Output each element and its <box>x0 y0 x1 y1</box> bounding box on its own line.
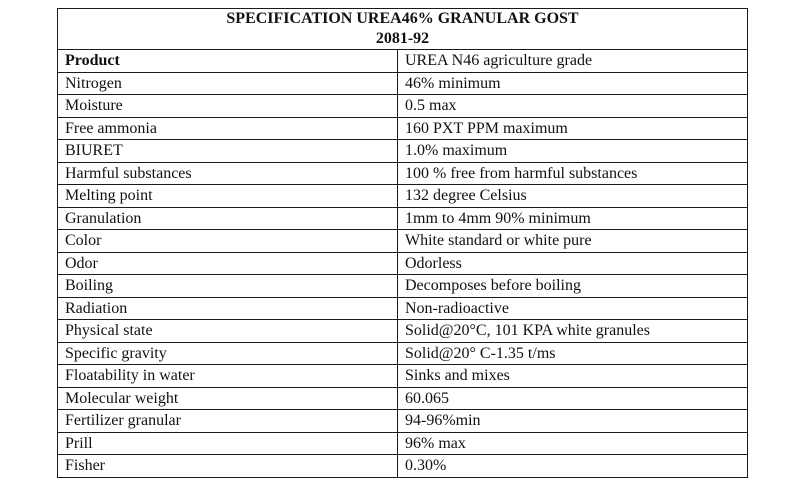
row-value: 100 % free from harmful substances <box>397 161 748 185</box>
row-value: Solid@20°C, 101 KPA white granules <box>397 319 748 343</box>
row-value: 132 degree Celsius <box>397 184 748 208</box>
row-value: 94-96%min <box>397 409 748 433</box>
specification-table-container: SPECIFICATION UREA46% GRANULAR GOST 2081… <box>57 8 748 478</box>
table-row-physical-state: Physical state Solid@20°C, 101 KPA white… <box>57 319 748 343</box>
row-value: Sinks and mixes <box>397 364 748 388</box>
row-value: Solid@20° C-1.35 t/ms <box>397 341 748 365</box>
row-label: Moisture <box>57 94 398 118</box>
table-row-molecular-weight: Molecular weight 60.065 <box>57 386 748 410</box>
row-value: UREA N46 agriculture grade <box>397 49 748 73</box>
row-label: Fertilizer granular <box>57 409 398 433</box>
row-value: White standard or white pure <box>397 229 748 253</box>
table-row-biuret: BIURET 1.0% maximum <box>57 139 748 163</box>
table-row-color: Color White standard or white pure <box>57 229 748 253</box>
row-label: Physical state <box>57 319 398 343</box>
specification-table: SPECIFICATION UREA46% GRANULAR GOST 2081… <box>57 8 748 478</box>
row-value: 0.5 max <box>397 94 748 118</box>
table-row-harmful-substances: Harmful substances 100 % free from harmf… <box>57 161 748 185</box>
row-label: Melting point <box>57 184 398 208</box>
table-row-product: Product UREA N46 agriculture grade <box>57 49 748 73</box>
row-label: Boiling <box>57 274 398 298</box>
row-value: 60.065 <box>397 386 748 410</box>
row-label: Free ammonia <box>57 116 398 140</box>
row-label: Fisher <box>57 454 398 478</box>
row-value: 1mm to 4mm 90% minimum <box>397 206 748 230</box>
table-row-specific-gravity: Specific gravity Solid@20° C-1.35 t/ms <box>57 341 748 365</box>
row-value: 46% minimum <box>397 71 748 95</box>
row-value: 96% max <box>397 431 748 455</box>
row-label: Radiation <box>57 296 398 320</box>
title-line-1: SPECIFICATION UREA46% GRANULAR GOST <box>226 10 579 27</box>
row-label: Product <box>57 49 398 73</box>
row-value: 1.0% maximum <box>397 139 748 163</box>
table-row-radiation: Radiation Non-radioactive <box>57 296 748 320</box>
row-label: Molecular weight <box>57 386 398 410</box>
row-value: Odorless <box>397 251 748 275</box>
table-title-row: SPECIFICATION UREA46% GRANULAR GOST 2081… <box>57 8 748 50</box>
table-title: SPECIFICATION UREA46% GRANULAR GOST 2081… <box>57 8 748 50</box>
table-row-melting-point: Melting point 132 degree Celsius <box>57 184 748 208</box>
row-label: Specific gravity <box>57 341 398 365</box>
row-label: Nitrogen <box>57 71 398 95</box>
row-value: Decomposes before boiling <box>397 274 748 298</box>
table-row-floatability: Floatability in water Sinks and mixes <box>57 364 748 388</box>
table-row-fisher: Fisher 0.30% <box>57 454 748 478</box>
table-row-nitrogen: Nitrogen 46% minimum <box>57 71 748 95</box>
table-row-granulation: Granulation 1mm to 4mm 90% minimum <box>57 206 748 230</box>
table-row-odor: Odor Odorless <box>57 251 748 275</box>
table-row-free-ammonia: Free ammonia 160 PXT PPM maximum <box>57 116 748 140</box>
table-row-prill: Prill 96% max <box>57 431 748 455</box>
row-label: Color <box>57 229 398 253</box>
title-line-2: 2081-92 <box>375 30 430 47</box>
table-row-moisture: Moisture 0.5 max <box>57 94 748 118</box>
row-label: Odor <box>57 251 398 275</box>
row-value: 0.30% <box>397 454 748 478</box>
row-label: Granulation <box>57 206 398 230</box>
table-row-boiling: Boiling Decomposes before boiling <box>57 274 748 298</box>
row-value: 160 PXT PPM maximum <box>397 116 748 140</box>
row-label: BIURET <box>57 139 398 163</box>
row-value: Non-radioactive <box>397 296 748 320</box>
row-label: Harmful substances <box>57 161 398 185</box>
row-label: Prill <box>57 431 398 455</box>
row-label: Floatability in water <box>57 364 398 388</box>
table-row-fertilizer-granular: Fertilizer granular 94-96%min <box>57 409 748 433</box>
